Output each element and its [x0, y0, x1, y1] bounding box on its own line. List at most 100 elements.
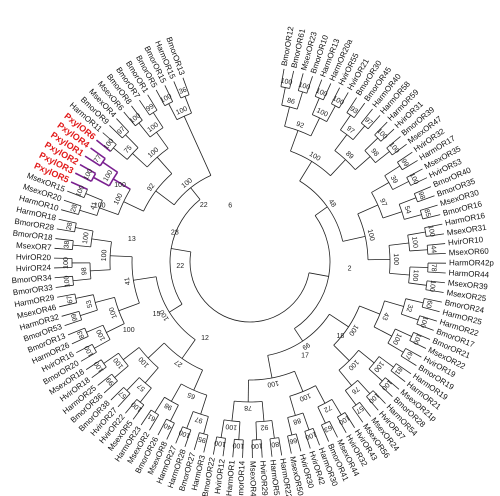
bootstrap-label: 99 — [145, 103, 155, 113]
tree-branch — [379, 383, 393, 397]
tree-branch — [317, 406, 326, 424]
tree-branch — [425, 289, 444, 293]
tree-branch — [242, 439, 244, 458]
tree-branch — [346, 97, 357, 113]
tree-branch — [267, 355, 273, 379]
leaf-label: MsexOR60 — [449, 247, 490, 258]
internal-support-label: 18 — [336, 333, 344, 340]
tree-branch — [294, 371, 304, 392]
tree-branch — [85, 193, 103, 201]
tree-branch — [294, 328, 304, 342]
tree-branch — [110, 255, 133, 258]
tree-arc — [284, 125, 312, 137]
tree-branch — [357, 204, 379, 215]
tree-branch — [54, 247, 73, 250]
tree-branch — [75, 227, 94, 232]
tree-branch — [392, 181, 409, 190]
bootstrap-label: 67 — [403, 350, 413, 360]
tree-branch — [72, 278, 91, 282]
tree-branch — [186, 411, 194, 429]
bootstrap-label: 27 — [174, 358, 184, 368]
tree-branch — [295, 433, 302, 452]
bootstrap-label: 85 — [422, 208, 431, 217]
bootstrap-label: 93 — [348, 105, 358, 115]
tree-branch — [169, 303, 183, 313]
tree-branch — [371, 182, 390, 193]
tree-branch — [54, 275, 73, 279]
bootstrap-label: 44 — [429, 245, 437, 253]
leaf-label: HvirOR29 — [258, 460, 269, 496]
bootstrap-label: 67 — [66, 295, 74, 304]
bootstrap-label: 100 — [428, 280, 436, 293]
tree-arc — [419, 210, 424, 220]
bootstrap-label: 100 — [418, 315, 428, 328]
bootstrap-label: 99 — [399, 158, 409, 168]
tree-arc — [155, 276, 196, 340]
tree-branch — [391, 143, 407, 156]
tree-arc — [400, 348, 406, 357]
bootstrap-label: 41 — [124, 277, 132, 286]
tree-branch — [79, 209, 98, 216]
tree-branch — [402, 160, 418, 171]
bootstrap-label: 100 — [178, 428, 192, 439]
tree-branch — [84, 155, 101, 167]
bootstrap-label: 98 — [369, 148, 379, 159]
tree-branch — [116, 118, 129, 132]
tree-branch — [353, 102, 366, 118]
bootstrap-label: 99 — [105, 376, 115, 387]
tree-branch — [71, 336, 89, 345]
tree-arc — [163, 342, 203, 371]
tree-arc — [388, 245, 391, 274]
leaf-label: HarmOR44 — [448, 268, 489, 279]
tree-branch — [61, 310, 80, 317]
tree-branch — [140, 409, 152, 426]
tree-branch — [342, 235, 366, 242]
tree-branch — [338, 92, 349, 109]
tree-arc — [78, 205, 82, 215]
tree-branch — [340, 114, 351, 131]
tree-branch — [80, 309, 98, 316]
tree-branch — [337, 416, 347, 433]
tree-arc — [72, 276, 74, 286]
tree-branch — [357, 380, 371, 394]
tree-branch — [232, 439, 235, 458]
bootstrap-label: 100 — [347, 323, 359, 337]
tree-branch — [139, 387, 152, 403]
bootstrap-label: 39 — [389, 175, 399, 185]
tree-branch — [323, 83, 332, 100]
bootstrap-label: 32 — [405, 303, 414, 313]
tree-arc — [287, 433, 297, 437]
tree-branch — [133, 276, 157, 281]
tree-branch — [385, 377, 400, 390]
tree-branch — [260, 439, 263, 458]
bootstrap-label: 100 — [63, 275, 71, 287]
tree-branch — [405, 348, 422, 358]
tree-branch — [359, 402, 371, 417]
tree-branch — [118, 302, 140, 312]
tree-branch — [378, 356, 394, 368]
bootstrap-label: 40 — [163, 421, 173, 431]
bootstrap-label: 100 — [367, 391, 380, 404]
tree-branch — [269, 438, 273, 457]
tree-branch — [95, 297, 115, 303]
tree-branch — [97, 373, 113, 386]
bootstrap-label: 100 — [366, 229, 375, 242]
tree-branch — [106, 323, 125, 333]
tree-branch — [58, 218, 77, 224]
internal-support-label: 15 — [153, 311, 161, 318]
tree-arc — [181, 383, 207, 396]
leaf-labels: BmorOR12BmorOR61MsexOR23BmorOR10HarmOR13… — [11, 25, 494, 496]
tree-arc — [234, 438, 244, 441]
tree-branch — [94, 339, 111, 349]
tree-arc — [400, 298, 407, 315]
tree-arc — [83, 189, 88, 198]
tree-branch — [117, 393, 131, 408]
tree-branch — [238, 421, 241, 440]
internal-support-label: 100 — [123, 327, 135, 334]
tree-branch — [54, 267, 73, 269]
internal-support-label: 22 — [176, 263, 184, 270]
tree-branch — [388, 242, 409, 246]
tree-branch — [326, 105, 336, 122]
tree-branch — [132, 153, 148, 168]
bootstrap-label: 41 — [90, 201, 99, 211]
